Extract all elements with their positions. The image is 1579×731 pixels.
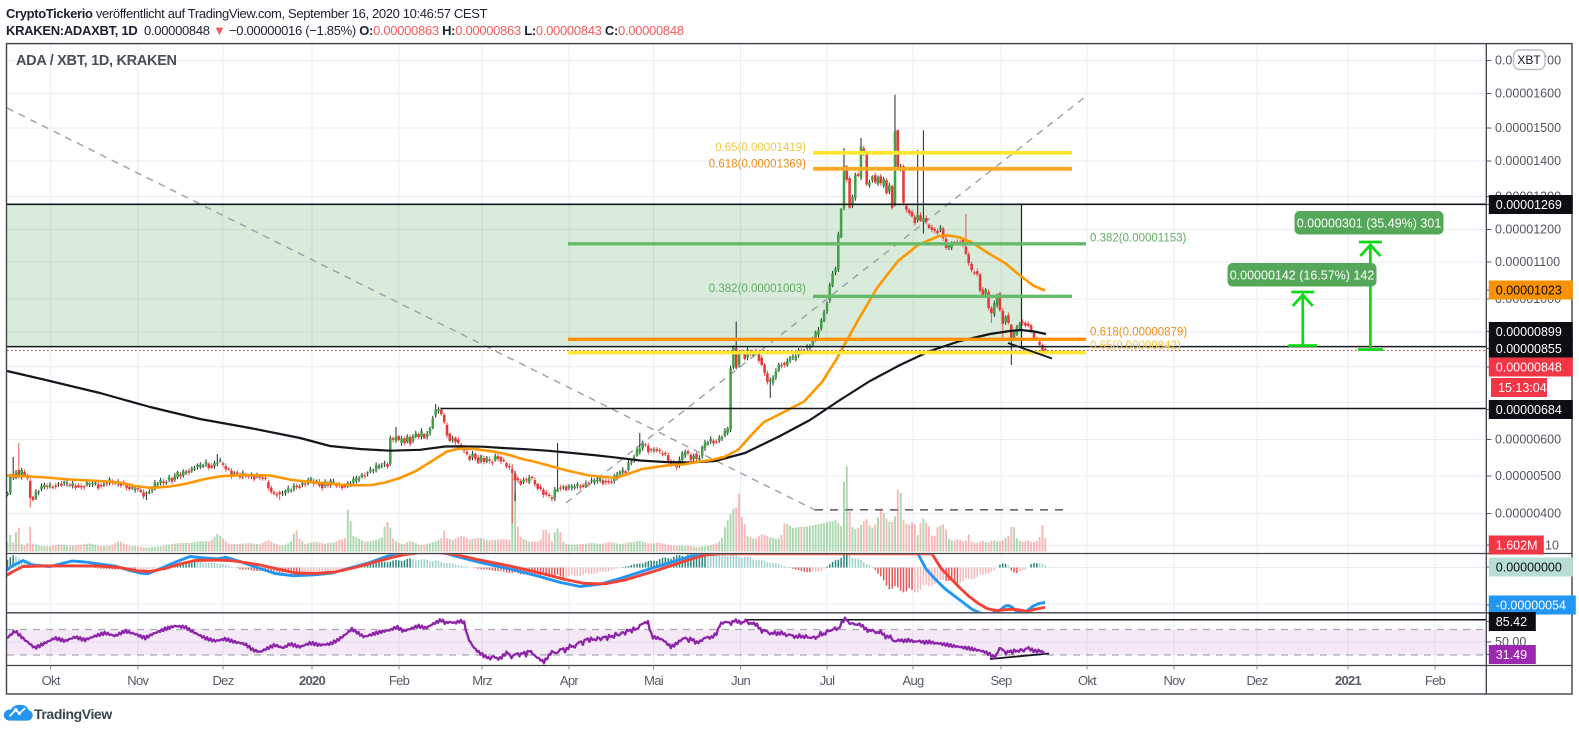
svg-text:0.618(0.00000879): 0.618(0.00000879) [1090,327,1187,339]
svg-text:10: 10 [1545,539,1559,553]
svg-text:Okt: Okt [1078,673,1097,688]
svg-text:0.00001023: 0.00001023 [1496,283,1562,297]
svg-text:0.00001600: 0.00001600 [1495,87,1561,101]
svg-text:0.65(0.00001419): 0.65(0.00001419) [715,142,806,154]
svg-text:1.602M: 1.602M [1496,538,1538,552]
svg-text:0.65(0.00000842): 0.65(0.00000842) [1090,340,1181,352]
svg-text:0.00000301 (35.49%) 301: 0.00000301 (35.49%) 301 [1297,217,1442,231]
svg-text:Jun: Jun [731,673,750,688]
svg-text:TradingView: TradingView [34,706,112,722]
svg-text:Jul: Jul [820,673,835,688]
svg-text:-0.00000054: -0.00000054 [1496,598,1566,612]
svg-text:15:13:04: 15:13:04 [1498,381,1547,395]
svg-text:0.00000855: 0.00000855 [1496,342,1562,356]
svg-text:0.00000684: 0.00000684 [1496,403,1562,417]
svg-text:0.618(0.00001369): 0.618(0.00001369) [709,159,806,171]
svg-text:0.00001100: 0.00001100 [1495,255,1560,269]
svg-text:Nov: Nov [1163,673,1185,688]
svg-text:Feb: Feb [389,673,410,688]
svg-text:Okt: Okt [42,673,61,688]
svg-text:2020: 2020 [299,673,326,688]
svg-text:0.382(0.00001153): 0.382(0.00001153) [1090,233,1187,245]
svg-text:0.382(0.00001003): 0.382(0.00001003) [709,283,806,295]
svg-text:0.00001500: 0.00001500 [1495,121,1561,135]
svg-text:0.00000142 (16.57%) 142: 0.00000142 (16.57%) 142 [1230,269,1375,283]
svg-text:Mrz: Mrz [472,673,492,688]
svg-text:0.00001269: 0.00001269 [1496,198,1562,212]
svg-text:0.00000500: 0.00000500 [1495,469,1561,483]
svg-text:XBT: XBT [1517,53,1541,67]
svg-text:0.00000400: 0.00000400 [1495,507,1561,521]
svg-text:Mai: Mai [644,673,664,688]
svg-text:Aug: Aug [902,673,924,688]
svg-text:Dez: Dez [212,673,233,688]
svg-text:0.00000600: 0.00000600 [1495,433,1561,447]
svg-text:0.00000000: 0.00000000 [1496,560,1562,574]
svg-text:0.00000848: 0.00000848 [1496,360,1562,374]
svg-text:Nov: Nov [127,673,149,688]
svg-text:2021: 2021 [1335,673,1362,688]
svg-text:Apr: Apr [560,673,580,688]
svg-text:0.00000899: 0.00000899 [1496,325,1562,339]
svg-text:Dez: Dez [1246,673,1267,688]
svg-text:85.42: 85.42 [1496,615,1527,629]
svg-text:Sep: Sep [990,673,1012,688]
svg-text:0.00001400: 0.00001400 [1495,154,1561,168]
svg-text:ADA / XBT, 1D, KRAKEN: ADA / XBT, 1D, KRAKEN [16,53,177,69]
svg-text:31.49: 31.49 [1496,648,1527,662]
svg-text:Feb: Feb [1425,673,1446,688]
svg-text:0.00001200: 0.00001200 [1495,223,1561,237]
